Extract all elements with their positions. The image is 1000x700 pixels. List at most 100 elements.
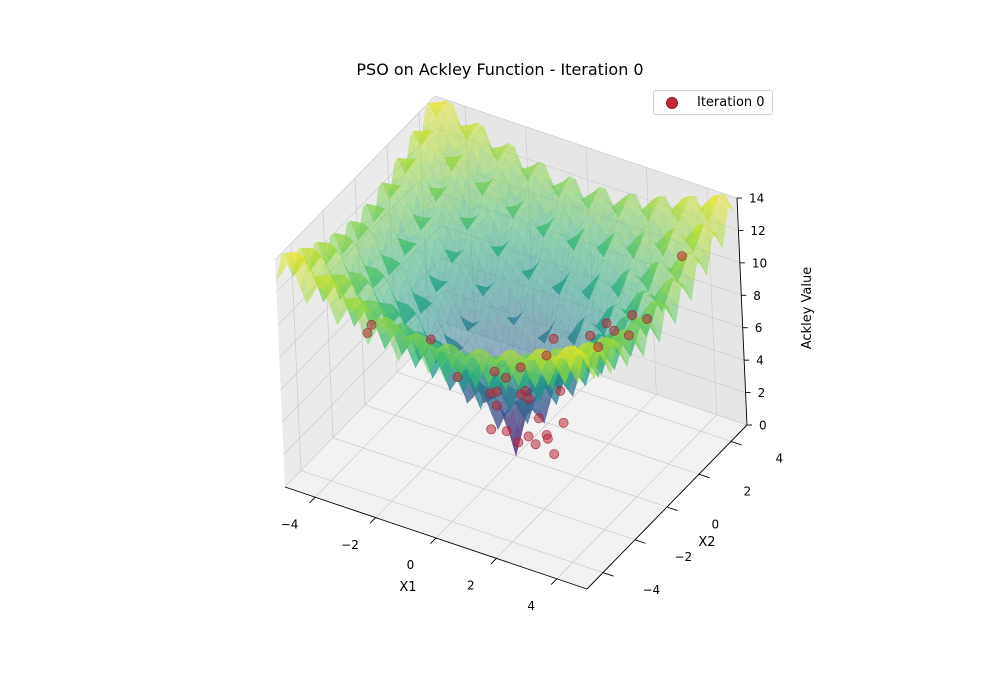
surface-patch: [384, 324, 395, 346]
y-tick-label: −4: [642, 583, 660, 597]
surface-patch: [453, 277, 464, 311]
surface-patch: [535, 354, 545, 374]
particle-point: [489, 366, 500, 377]
surface-patch: [628, 196, 639, 207]
surface-patch: [360, 207, 370, 225]
surface-patch: [540, 289, 550, 321]
surface-patch: [412, 164, 423, 183]
surface-patch: [447, 174, 457, 193]
particle-points: [362, 251, 687, 460]
surface-patch: [566, 242, 576, 266]
surface-patch: [685, 197, 695, 210]
surface-patch: [472, 348, 483, 355]
particle-point: [601, 318, 612, 329]
surface-patch: [284, 252, 294, 265]
particle-point: [425, 334, 436, 345]
y-tick-label: −2: [674, 550, 692, 564]
x-tick: [550, 578, 558, 585]
surface-patch: [348, 302, 358, 312]
surface-patch: [365, 208, 376, 223]
surface-patch: [384, 228, 395, 260]
surface-patch: [557, 219, 568, 236]
surface-patch: [515, 175, 524, 198]
surface-patch: [487, 194, 497, 223]
surface-patch: [313, 241, 324, 244]
surface-patch: [440, 187, 451, 195]
surface-patch: [428, 193, 438, 210]
surface-patch: [606, 210, 615, 237]
surface-patch: [665, 210, 675, 237]
surface-patch: [658, 197, 669, 208]
surface-patch: [458, 161, 469, 180]
surface-patch: [501, 326, 511, 350]
surface-patch: [602, 272, 613, 286]
surface-patch: [397, 163, 407, 179]
z-tick-label: 0: [759, 419, 767, 433]
surface-patch: [598, 191, 610, 203]
surface-patch: [518, 312, 529, 322]
surface-patch: [500, 273, 510, 308]
particle-point: [533, 413, 544, 424]
surface-patch: [425, 187, 435, 195]
particle-point: [558, 417, 569, 428]
x-tick-label: 2: [467, 579, 475, 593]
surface-patch: [633, 290, 643, 300]
surface-patch: [670, 230, 680, 242]
surface-patch: [399, 190, 411, 208]
surface-patch: [450, 205, 460, 225]
surface-patch: [635, 211, 645, 239]
surface-patch: [559, 181, 570, 193]
surface-patch: [445, 348, 456, 368]
surface-patch: [502, 206, 512, 216]
particle-point: [523, 431, 534, 442]
surface-patch: [398, 323, 409, 332]
surface-patch: [564, 352, 575, 372]
z-tick-label: 6: [755, 321, 763, 335]
surface-patch: [286, 258, 297, 270]
surface-patch: [593, 242, 603, 257]
surface-patch: [560, 233, 571, 247]
surface-patch: [496, 197, 506, 216]
surface-patch: [456, 168, 466, 197]
particle-point: [585, 330, 596, 341]
surface-patch: [531, 364, 541, 389]
surface-patch: [461, 353, 471, 370]
surface-patch: [619, 271, 629, 281]
surface-patch: [590, 241, 601, 253]
surface-patch: [524, 365, 536, 388]
x-tick-label: 0: [407, 558, 415, 572]
surface-patch: [666, 261, 677, 275]
surface-patch: [431, 118, 441, 136]
surface-patch: [424, 308, 435, 334]
particle-point: [513, 437, 524, 448]
x-tick-label: −4: [281, 517, 299, 531]
surface-patch: [699, 224, 710, 235]
surface-patch: [661, 204, 672, 217]
surface-patch: [354, 305, 365, 329]
surface-patch: [483, 182, 494, 195]
particle-point: [548, 333, 559, 344]
surface-patch: [519, 292, 529, 318]
surface-patch: [497, 287, 508, 308]
surface-patch: [434, 146, 445, 164]
chart-title: PSO on Ackley Function - Iteration 0: [356, 60, 644, 79]
z-tick-label: 8: [753, 289, 761, 303]
surface-patch: [576, 350, 588, 357]
legend-label: Iteration 0: [697, 95, 765, 110]
x-tick: [309, 496, 316, 504]
surface-patch: [323, 285, 334, 309]
surface-patch: [413, 136, 423, 153]
surface-patch: [424, 217, 436, 225]
surface-patch: [434, 194, 444, 213]
surface-patch: [309, 276, 319, 292]
surface-patch: [317, 280, 328, 291]
surface-patch: [535, 376, 546, 403]
x-tick: [430, 537, 437, 545]
surface-patch: [642, 290, 653, 299]
particle-point: [530, 439, 541, 450]
surface-patch: [599, 275, 610, 286]
surface-patch: [391, 162, 401, 182]
surface-patch: [560, 361, 571, 385]
surface-patch: [346, 220, 357, 225]
particle-point: [541, 350, 552, 361]
